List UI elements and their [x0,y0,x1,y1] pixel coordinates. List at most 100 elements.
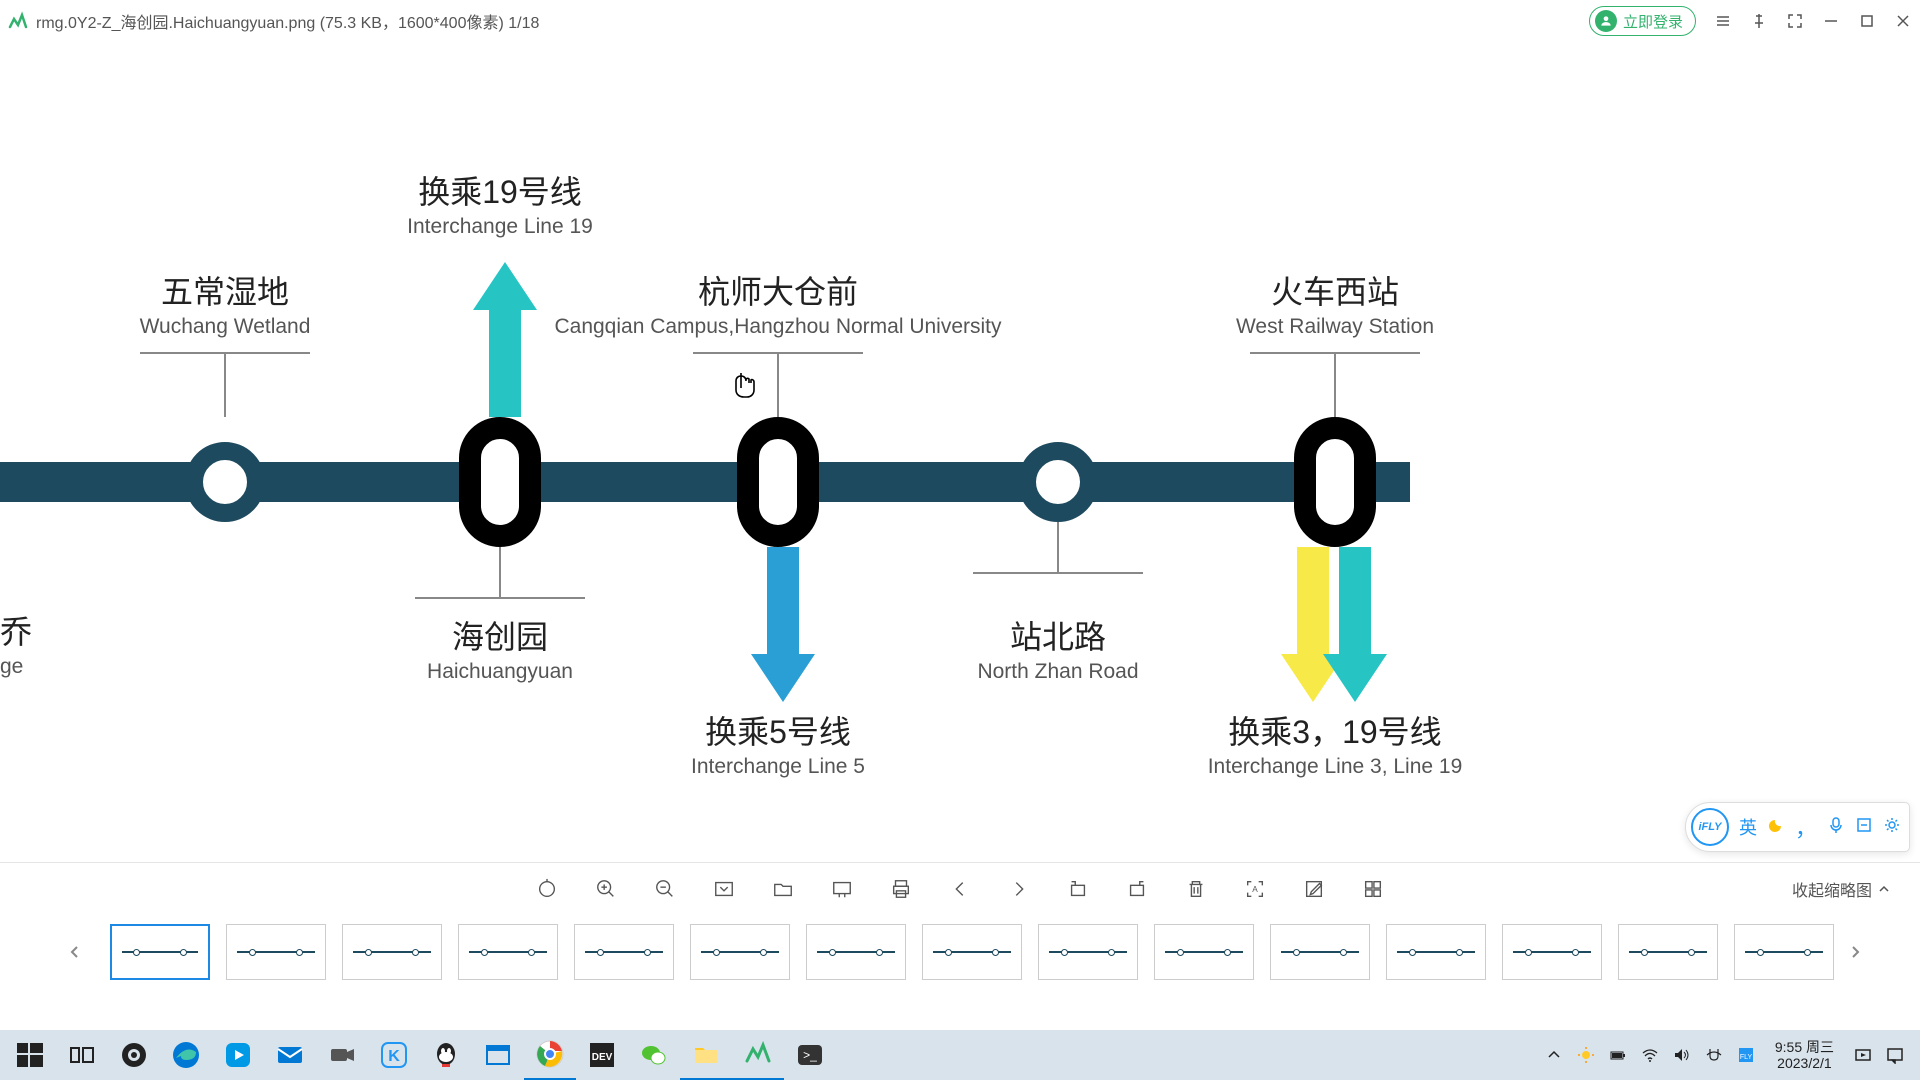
thumbnail-item[interactable] [1038,924,1138,980]
thumbnail-item[interactable] [922,924,1022,980]
thumbnail-item[interactable] [342,924,442,980]
moon-icon[interactable] [1767,816,1785,839]
label-connector [1057,522,1059,572]
app-k-icon[interactable]: K [368,1030,420,1080]
station-name-cn: 海创园 [427,612,573,658]
label-connector-h [973,572,1143,574]
app-video-icon[interactable] [212,1030,264,1080]
grid-icon[interactable] [1361,877,1385,901]
tray-wifi-icon[interactable] [1641,1046,1659,1064]
start-button[interactable] [4,1030,56,1080]
label-connector [224,352,226,417]
zoom-out-icon[interactable] [653,877,677,901]
login-button[interactable]: 立即登录 [1589,6,1696,36]
comma-icon[interactable]: ， [1795,811,1817,843]
tray-sun-icon[interactable] [1577,1046,1595,1064]
thumbnail-item[interactable] [110,924,210,980]
prev-icon[interactable] [948,877,972,901]
tray-chevron-up-icon[interactable] [1545,1046,1563,1064]
maximize-icon[interactable] [1858,12,1876,30]
app-logo-icon [8,11,28,31]
zoom-in-icon[interactable] [594,877,618,901]
rotate-right-icon[interactable] [1125,877,1149,901]
thumbnail-item[interactable] [1502,924,1602,980]
interchange-label: 换乘3，19号线Interchange Line 3, Line 19 [1208,707,1463,779]
tray-ime-icon[interactable] [1705,1046,1723,1064]
tray-ifly-icon[interactable]: FLY [1737,1046,1755,1064]
station-name-en: Haichuangyuan [427,660,573,684]
actual-size-icon[interactable] [535,877,559,901]
open-folder-icon[interactable] [771,877,795,901]
partial-cn: 乔 [0,607,32,653]
slideshow-icon[interactable] [830,877,854,901]
svg-text:>_: >_ [803,1048,817,1062]
menu-icon[interactable] [1714,12,1732,30]
thumbnail-item[interactable] [1386,924,1486,980]
thumbnail-item[interactable] [574,924,674,980]
thumbnail-item[interactable] [1618,924,1718,980]
thumb-next-button[interactable] [1840,937,1870,967]
print-icon[interactable] [889,877,913,901]
ime-widget[interactable]: iFLY 英 ， [1685,802,1910,852]
collapse-thumbnails-button[interactable]: 收起缩略图 [1792,877,1890,901]
app-terminal-icon[interactable]: >_ [784,1030,836,1080]
app-wechat-icon[interactable] [628,1030,680,1080]
fit-screen-icon[interactable] [712,877,736,901]
window-title: rmg.0Y2-Z_海创园.Haichuangyuan.png (75.3 KB… [36,9,1589,33]
thumbnail-item[interactable] [1270,924,1370,980]
interchange-cn: 换乘19号线 [407,167,593,213]
thumbnail-item[interactable] [806,924,906,980]
interchange-en: Interchange Line 19 [407,215,593,239]
interchange-arrow-down [1281,547,1409,707]
tray-volume-icon[interactable] [1673,1046,1691,1064]
thumbnail-item[interactable] [1154,924,1254,980]
thumbnail-item[interactable] [690,924,790,980]
label-connector [499,547,501,597]
station-label: 站北路North Zhan Road [977,612,1138,684]
app-window-icon[interactable] [472,1030,524,1080]
app-chrome-icon[interactable] [524,1030,576,1080]
close-icon[interactable] [1894,12,1912,30]
thumb-prev-button[interactable] [60,937,90,967]
app-current-icon[interactable] [732,1030,784,1080]
task-view-icon[interactable] [56,1030,108,1080]
app-camera-icon[interactable] [316,1030,368,1080]
app-edge-icon[interactable] [160,1030,212,1080]
app-qq-icon[interactable] [420,1030,472,1080]
partial-station-label: 乔ge [0,607,32,679]
gear-icon[interactable] [1883,816,1901,839]
fullscreen-icon[interactable] [1786,12,1804,30]
tray-clock[interactable]: 9:55 周三 2023/2/1 [1769,1039,1840,1071]
thumbnail-item[interactable] [458,924,558,980]
svg-text:A: A [1252,884,1258,893]
delete-icon[interactable] [1184,877,1208,901]
rotate-left-icon[interactable] [1066,877,1090,901]
station-name-cn: 站北路 [977,612,1138,658]
ime-lang[interactable]: 英 [1739,814,1757,840]
station-name-en: Cangqian Campus,Hangzhou Normal Universi… [554,315,1001,339]
station-name-en: North Zhan Road [977,660,1138,684]
tray-notifications-icon[interactable] [1886,1046,1904,1064]
app-mail-icon[interactable] [264,1030,316,1080]
svg-text:K: K [388,1048,400,1065]
ifly-badge[interactable]: iFLY [1691,808,1729,846]
app-obs-icon[interactable] [108,1030,160,1080]
interchange-station-marker [459,417,541,547]
edit-icon[interactable] [1302,877,1326,901]
pin-icon[interactable] [1750,12,1768,30]
interchange-cn: 换乘3，19号线 [1208,707,1463,753]
mic-icon[interactable] [1827,816,1845,839]
interchange-en: Interchange Line 3, Line 19 [1208,755,1463,779]
app-explorer-icon[interactable] [680,1030,732,1080]
thumbnail-item[interactable] [226,924,326,980]
tray-media-icon[interactable] [1854,1046,1872,1064]
thumbnail-item[interactable] [1734,924,1834,980]
ocr-icon[interactable]: A [1243,877,1267,901]
next-icon[interactable] [1007,877,1031,901]
tray-battery-icon[interactable] [1609,1046,1627,1064]
image-canvas[interactable]: 乔ge五常湿地Wuchang Wetland海创园Haichuangyuan换乘… [0,42,1920,862]
app-dev-icon[interactable]: DEV [576,1030,628,1080]
minimize-icon[interactable] [1822,12,1840,30]
interchange-label: 换乘19号线Interchange Line 19 [407,167,593,239]
box-icon[interactable] [1855,816,1873,839]
